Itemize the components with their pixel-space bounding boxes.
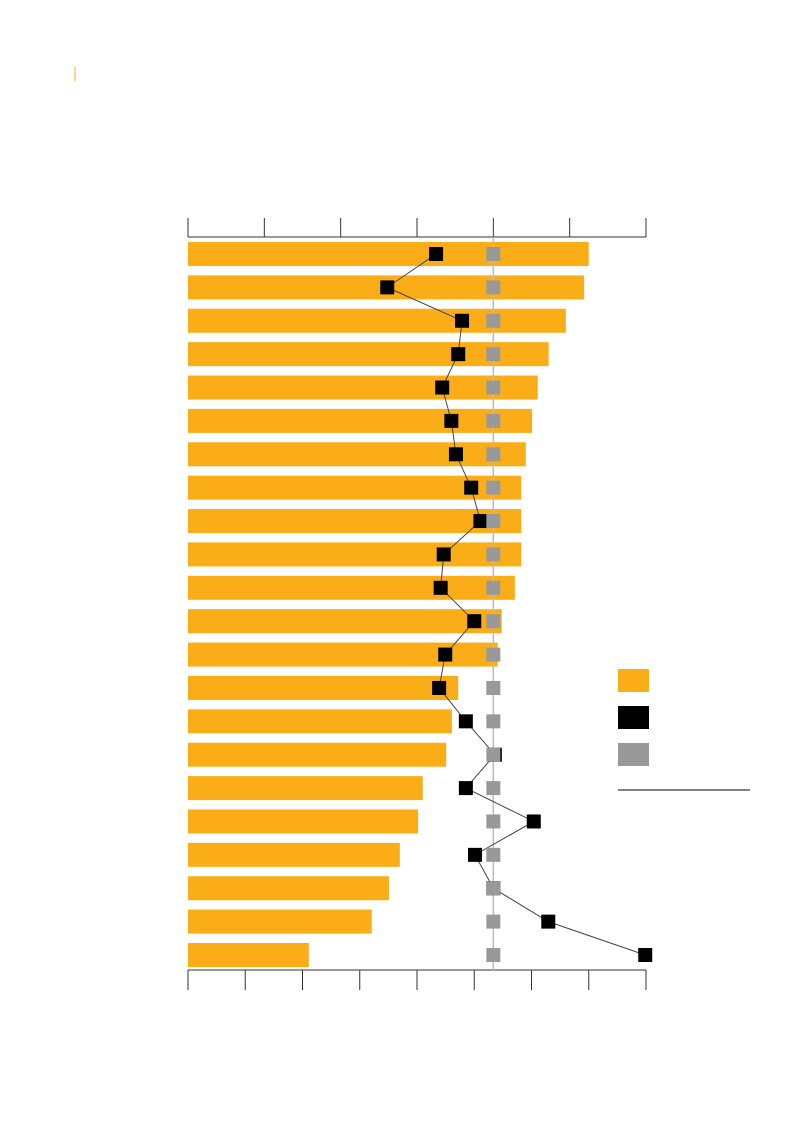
- bar: [188, 575, 515, 600]
- bar: [188, 842, 400, 867]
- marker: [473, 514, 488, 529]
- bar: [188, 408, 533, 433]
- marker: [444, 413, 459, 428]
- bar: [188, 308, 566, 333]
- marker: [486, 814, 501, 829]
- bar: [188, 709, 452, 734]
- marker: [486, 614, 501, 629]
- marker: [458, 714, 473, 729]
- marker: [438, 647, 453, 662]
- legend-swatch: [618, 669, 649, 692]
- marker: [455, 313, 470, 328]
- bar: [188, 442, 526, 467]
- marker: [541, 914, 556, 929]
- marker: [486, 280, 501, 295]
- marker: [486, 847, 501, 862]
- bar: [188, 943, 309, 967]
- marker: [486, 747, 501, 762]
- marker: [433, 580, 448, 595]
- marker: [486, 547, 501, 562]
- bar: [188, 909, 372, 934]
- marker: [486, 247, 501, 261]
- marker: [486, 580, 501, 595]
- marker: [429, 247, 444, 261]
- marker: [448, 447, 463, 462]
- marker: [451, 347, 466, 362]
- marker: [486, 514, 501, 529]
- marker: [526, 814, 541, 829]
- marker: [486, 447, 501, 462]
- marker: [436, 547, 451, 562]
- marker: [486, 714, 501, 729]
- marker: [486, 413, 501, 428]
- marker: [486, 480, 501, 495]
- marker: [486, 680, 501, 695]
- series-line: [386, 253, 646, 956]
- marker: [486, 647, 501, 662]
- marker: [435, 380, 450, 395]
- marker: [432, 680, 447, 695]
- marker: [486, 380, 501, 395]
- marker: [486, 914, 501, 929]
- bar: [188, 876, 389, 901]
- marker: [486, 313, 501, 328]
- bar: [188, 509, 522, 534]
- bar: [188, 609, 502, 634]
- marker: [468, 847, 483, 862]
- marker: [486, 781, 501, 796]
- bar: [188, 375, 538, 400]
- bar: [188, 776, 423, 801]
- marker: [486, 948, 501, 962]
- bar: [188, 809, 419, 834]
- marker: [467, 614, 482, 629]
- marker: [486, 881, 501, 896]
- marker: [380, 280, 395, 295]
- legend-swatch: [618, 706, 649, 729]
- bar: [188, 742, 447, 767]
- marker: [638, 948, 653, 962]
- bar: [188, 542, 522, 567]
- marker: [464, 480, 479, 495]
- legend-swatch: [618, 743, 649, 766]
- marker: [458, 781, 473, 796]
- bar: [188, 675, 459, 700]
- marker: [486, 347, 501, 362]
- bar: [188, 242, 589, 266]
